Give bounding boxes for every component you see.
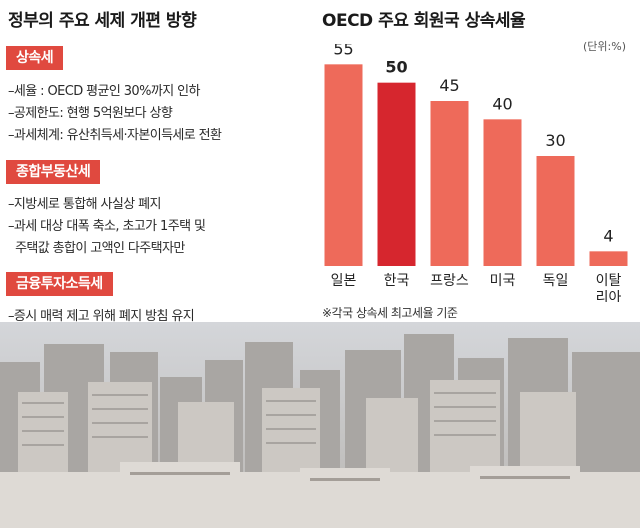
bar-2 [430,101,469,266]
bullet-property-abolish: –지방세로 통합해 사실상 폐지 [8,197,161,212]
section-label-inheritance-tax: 상속세 [6,46,64,70]
bullet-inheritance-deduction: –공제한도: 현행 5억원보다 상향 [8,106,173,121]
bar-5 [589,251,628,266]
bullet-inheritance-system: –과세체계: 유산취득세·자본이득세로 전환 [8,128,222,143]
category-label-5-1: 리아 [596,290,622,302]
section-label-financial-tax: 금융투자소득세 [6,272,113,296]
bar-4 [536,156,575,266]
chart-title: OECD 주요 회원국 상속세율 [322,11,526,31]
section-label-property-tax: 종합부동산세 [6,160,101,184]
chart-unit: (단위:%) [583,40,626,53]
apartment-skyline-image [0,322,640,528]
panel-title: 정부의 주요 세제 개편 방향 [8,11,197,31]
bar-1 [377,82,416,266]
bullet-property-scope-cont: 주택값 총합이 고액인 다주택자만 [8,241,185,256]
bullet-financial-abolish: –증시 매력 제고 위해 폐지 방침 유지 [8,309,195,324]
bullet-property-scope: –과세 대상 대폭 축소, 초고가 1주택 및 [8,219,206,234]
value-label-2: 45 [439,76,459,95]
value-label-4: 30 [545,131,565,150]
value-label-5: 4 [603,226,613,245]
category-label-2: 프랑스 [430,273,469,289]
category-label-5-0: 이탈 [596,273,622,289]
bullet-inheritance-rate: –세율 : OECD 평균인 30%까지 인하 [8,84,200,99]
value-label-0: 55 [333,44,353,58]
category-label-4: 독일 [543,273,569,289]
category-label-0: 일본 [331,273,357,289]
bar-0 [324,64,363,266]
category-label-3: 미국 [490,273,516,289]
value-label-1: 50 [385,58,407,77]
value-label-3: 40 [492,94,512,113]
category-label-1: 한국 [384,273,410,289]
bar-3 [483,119,522,266]
chart-footnote: ※각국 상속세 최고세율 기준 [322,306,458,320]
